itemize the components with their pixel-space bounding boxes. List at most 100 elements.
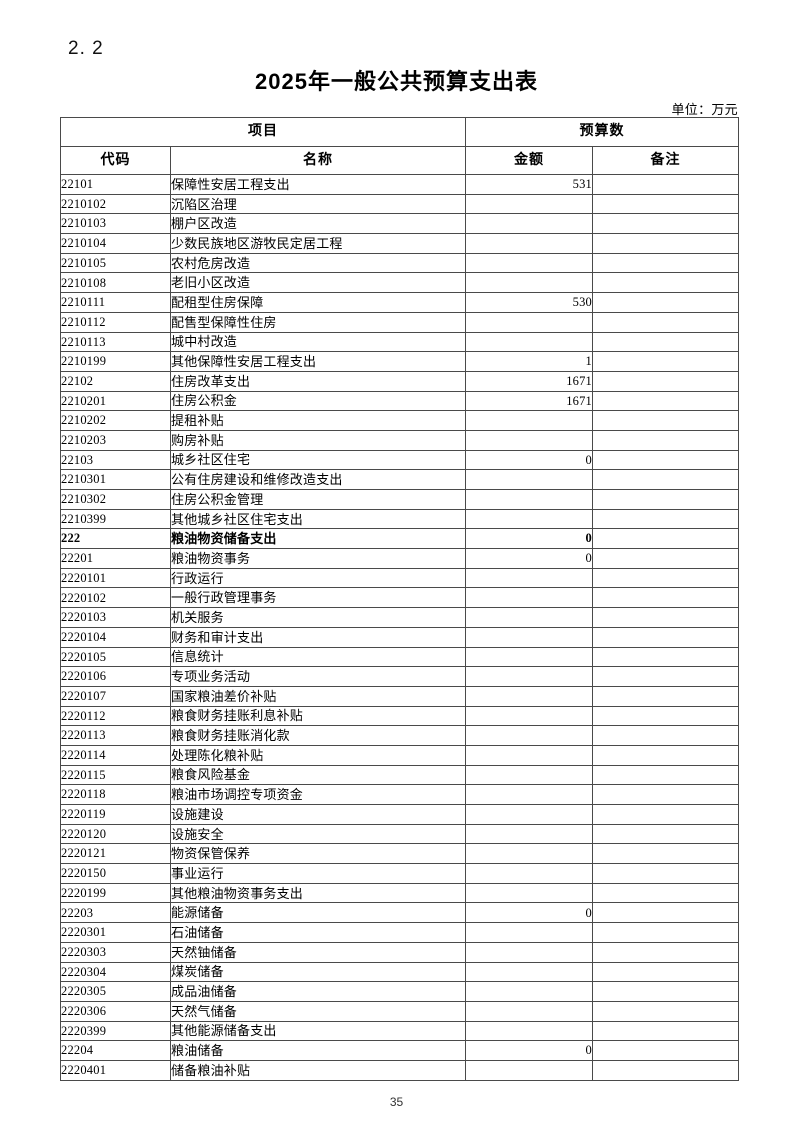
cell-name: 信息统计 <box>170 646 466 668</box>
cell-code: 22203 <box>60 902 171 924</box>
cell-note <box>592 922 739 943</box>
cell-note <box>592 351 739 372</box>
cell-name: 天然气储备 <box>170 1000 466 1022</box>
cell-code: 2220115 <box>60 764 171 786</box>
cell-amount: 1671 <box>465 390 593 412</box>
cell-amount <box>465 646 593 668</box>
cell-amount <box>465 1059 593 1081</box>
cell-note <box>592 489 739 510</box>
cell-code: 2210111 <box>60 292 171 313</box>
table-header-row: 代码 名称 金额 备注 <box>60 146 739 175</box>
cell-amount <box>465 784 593 805</box>
cell-note <box>592 331 739 353</box>
cell-name: 提租补贴 <box>170 410 466 431</box>
cell-amount <box>465 410 593 431</box>
cell-code: 2210203 <box>60 429 171 451</box>
cell-code: 2220304 <box>60 961 171 983</box>
cell-note <box>592 725 739 746</box>
cell-code: 2210103 <box>60 213 171 235</box>
table-row: 2210103 棚户区改造 <box>60 213 739 235</box>
cell-code: 2220120 <box>60 823 171 845</box>
cell-amount <box>465 311 593 333</box>
header-code: 代码 <box>60 146 171 175</box>
table-row: 22102 住房改革支出 1671 <box>60 370 739 392</box>
cell-amount <box>465 981 593 1002</box>
table-row: 2220121 物资保管保养 <box>60 843 739 865</box>
table-row: 2210108 老旧小区改造 <box>60 272 739 294</box>
table-row: 2220305 成品油储备 <box>60 981 739 1002</box>
header-item-group: 项目 <box>60 117 466 147</box>
cell-amount <box>465 744 593 766</box>
cell-name: 其他能源储备支出 <box>170 1020 466 1042</box>
section-number: 2. 2 <box>68 38 104 59</box>
cell-note <box>592 193 739 215</box>
table-row: 2210102 沉陷区治理 <box>60 193 739 215</box>
cell-note <box>592 863 739 884</box>
table-row: 2220103 机关服务 <box>60 607 739 628</box>
cell-amount <box>465 685 593 707</box>
cell-code: 2220107 <box>60 685 171 707</box>
cell-amount <box>465 764 593 786</box>
cell-note <box>592 1000 739 1022</box>
cell-name: 老旧小区改造 <box>170 272 466 294</box>
cell-code: 2210108 <box>60 272 171 294</box>
cell-amount <box>465 1000 593 1022</box>
cell-note <box>592 370 739 392</box>
cell-code: 2220118 <box>60 784 171 805</box>
cell-note <box>592 823 739 845</box>
table-row: 2220401 储备粮油补贴 <box>60 1059 739 1081</box>
cell-name: 机关服务 <box>170 607 466 628</box>
cell-note <box>592 666 739 687</box>
table-row: 2220306 天然气储备 <box>60 1000 739 1022</box>
cell-amount <box>465 626 593 648</box>
cell-amount <box>465 922 593 943</box>
cell-name: 沉陷区治理 <box>170 193 466 215</box>
cell-name: 公有住房建设和维修改造支出 <box>170 469 466 490</box>
cell-code: 2220303 <box>60 941 171 963</box>
cell-amount <box>465 823 593 845</box>
cell-code: 2220104 <box>60 626 171 648</box>
table-row: 2220102 一般行政管理事务 <box>60 587 739 609</box>
cell-amount <box>465 843 593 865</box>
cell-note <box>592 508 739 530</box>
cell-code: 2220301 <box>60 922 171 943</box>
cell-code: 2220102 <box>60 587 171 609</box>
cell-note <box>592 902 739 924</box>
cell-amount <box>465 705 593 727</box>
cell-note <box>592 587 739 609</box>
table-row: 2220199 其他粮油物资事务支出 <box>60 882 739 904</box>
cell-amount: 530 <box>465 292 593 313</box>
cell-name: 城中村改造 <box>170 331 466 353</box>
cell-code: 2210202 <box>60 410 171 431</box>
cell-code: 2220114 <box>60 744 171 766</box>
cell-name: 事业运行 <box>170 863 466 884</box>
unit-note: 单位：万元 <box>671 102 738 117</box>
cell-amount: 0 <box>465 528 593 550</box>
cell-code: 2220112 <box>60 705 171 727</box>
table-row: 2220120 设施安全 <box>60 823 739 845</box>
cell-name: 粮油物资事务 <box>170 548 466 569</box>
cell-amount <box>465 252 593 274</box>
cell-name: 国家粮油差价补贴 <box>170 685 466 707</box>
cell-name: 粮油储备 <box>170 1040 466 1061</box>
table-row: 2210203 购房补贴 <box>60 429 739 451</box>
cell-name: 石油储备 <box>170 922 466 943</box>
cell-amount <box>465 213 593 235</box>
cell-amount <box>465 489 593 510</box>
table-row: 2210112 配售型保障性住房 <box>60 311 739 333</box>
cell-code: 222 <box>60 528 171 550</box>
table-row: 2220114 处理陈化粮补贴 <box>60 744 739 766</box>
cell-note <box>592 410 739 431</box>
table-row: 2220104 财务和审计支出 <box>60 626 739 648</box>
cell-name: 其他保障性安居工程支出 <box>170 351 466 372</box>
cell-name: 少数民族地区游牧民定居工程 <box>170 233 466 254</box>
cell-name: 物资保管保养 <box>170 843 466 865</box>
cell-code: 2210199 <box>60 351 171 372</box>
cell-name: 行政运行 <box>170 567 466 589</box>
cell-note <box>592 233 739 254</box>
table-row: 2220304 煤炭储备 <box>60 961 739 983</box>
cell-name: 一般行政管理事务 <box>170 587 466 609</box>
cell-code: 2220105 <box>60 646 171 668</box>
cell-code: 2210302 <box>60 489 171 510</box>
